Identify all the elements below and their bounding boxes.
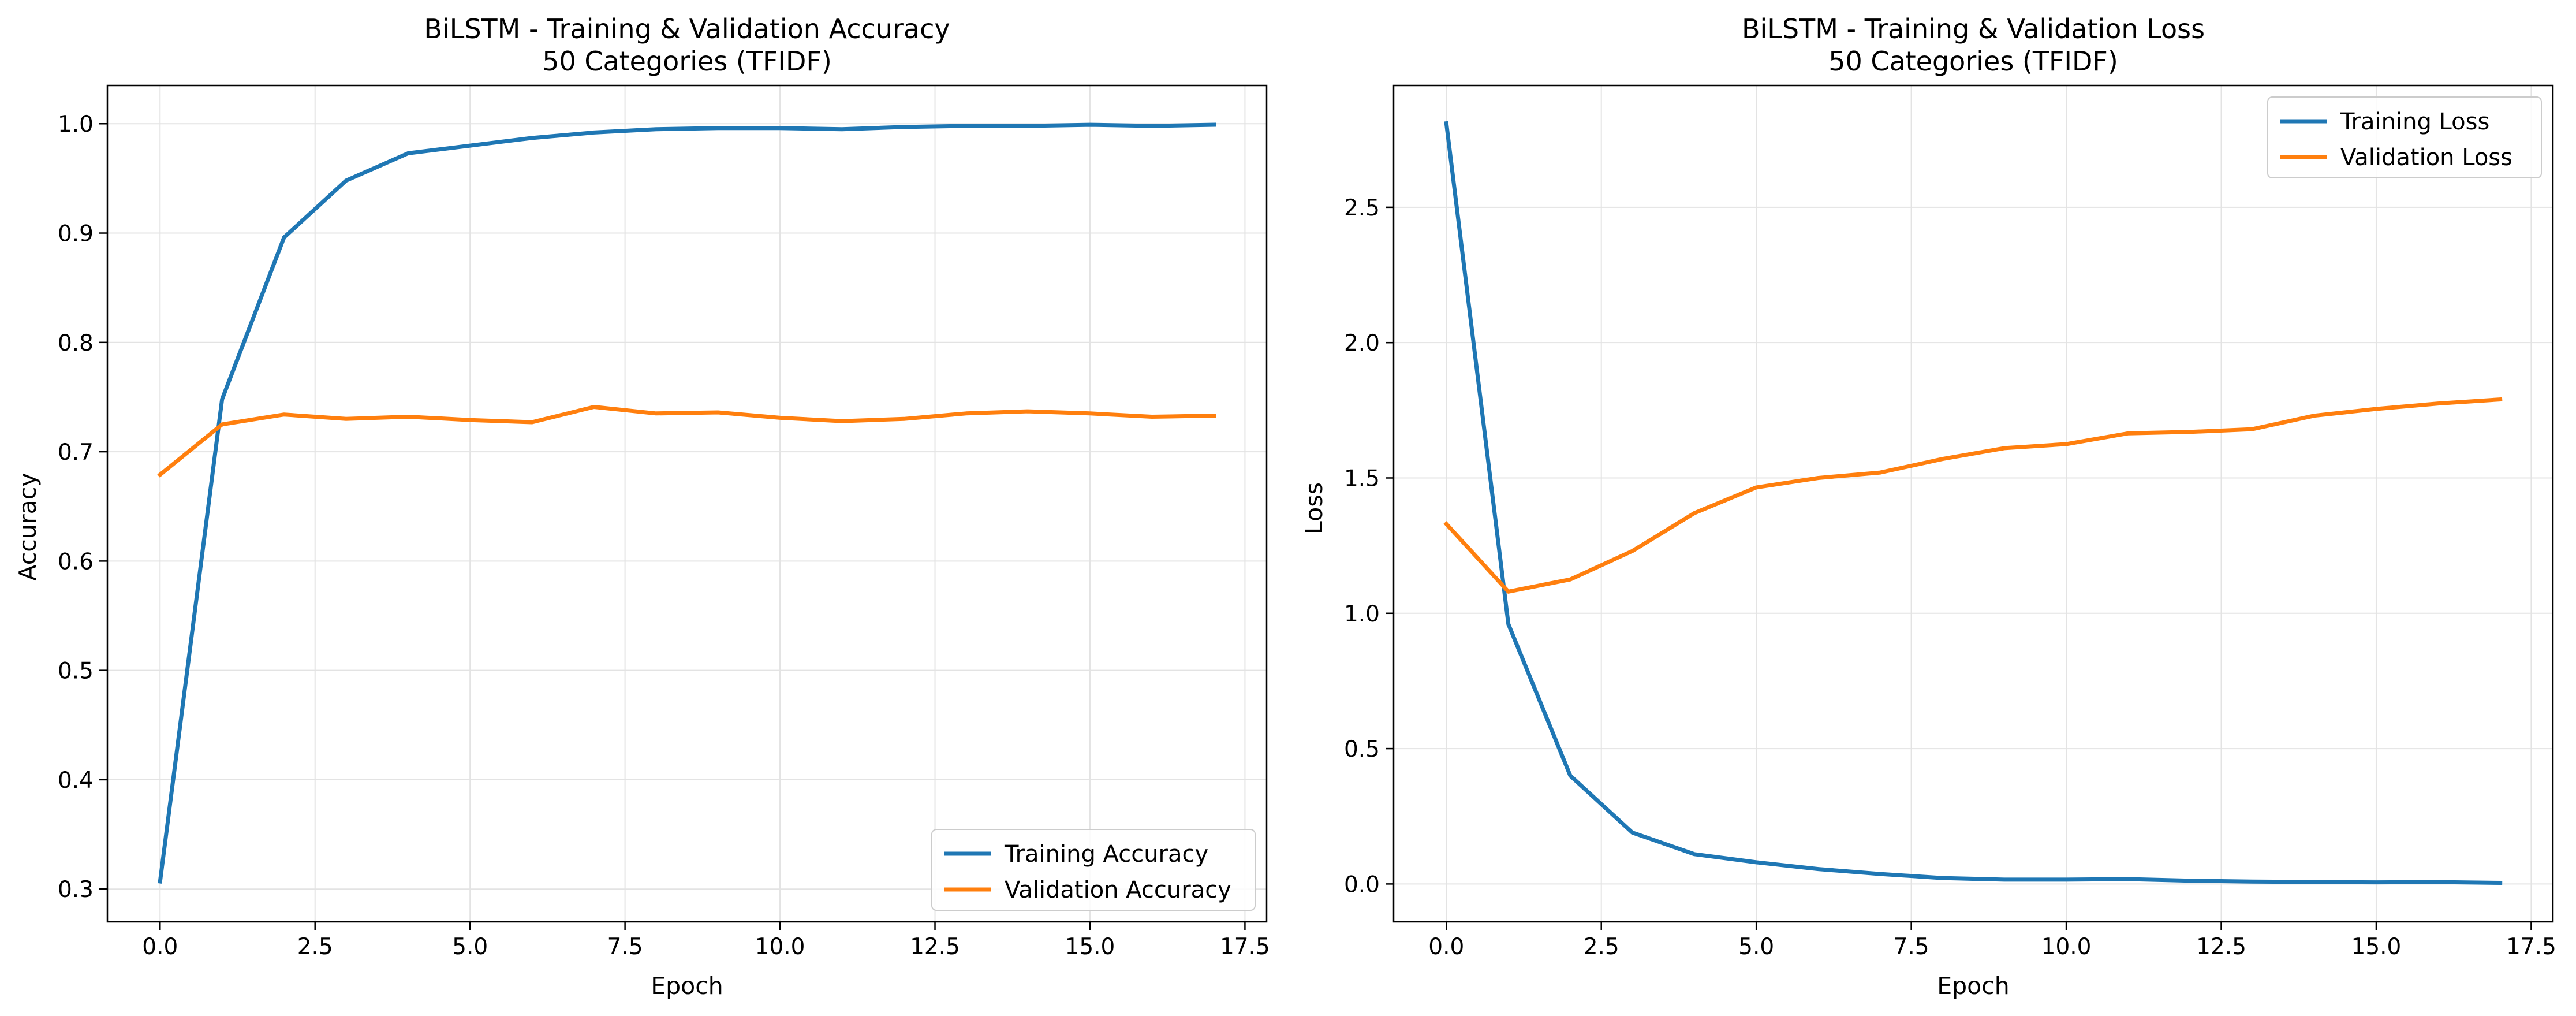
x-axis-label: Epoch [1937, 972, 2010, 1000]
plot-frame [1392, 84, 2554, 923]
x-tick-label: 17.5 [1220, 934, 1270, 960]
y-tick-label: 0.5 [58, 658, 94, 684]
y-axis-label: Accuracy [14, 472, 42, 580]
legend-label: Validation Loss [2340, 144, 2512, 171]
chart-subtitle: 50 Categories (TFIDF) [542, 46, 832, 77]
y-tick-label: 0.5 [1344, 736, 1380, 762]
x-axis-label: Epoch [651, 972, 723, 1000]
chart-title: BiLSTM - Training & Validation Accuracy [424, 13, 950, 44]
accuracy-chart: BiLSTM - Training & Validation Accuracy … [14, 13, 1270, 1000]
y-tick-label: 0.6 [58, 549, 94, 575]
y-tick-label: 0.7 [58, 440, 94, 466]
y-tick-label: 1.0 [58, 111, 94, 137]
y-tick-label: 0.8 [58, 330, 94, 356]
loss-chart: BiLSTM - Training & Validation Loss 50 C… [1300, 13, 2556, 1000]
series-line [1444, 121, 2503, 885]
chart-subtitle: 50 Categories (TFIDF) [1828, 46, 2118, 77]
legend-box [931, 829, 1256, 911]
x-tick-label: 7.5 [607, 934, 643, 960]
series-line [158, 122, 1216, 884]
legend-box [2267, 96, 2542, 178]
y-tick-label: 2.0 [1344, 330, 1380, 356]
legend-label: Training Loss [2340, 109, 2489, 135]
x-tick-label: 10.0 [2041, 934, 2092, 960]
x-tick-label: 5.0 [452, 934, 488, 960]
x-tick-label: 10.0 [755, 934, 805, 960]
x-tick-label: 15.0 [1065, 934, 1115, 960]
chart-title: BiLSTM - Training & Validation Loss [1742, 13, 2205, 44]
x-tick-label: 5.0 [1738, 934, 1774, 960]
series-line [157, 405, 1216, 478]
x-tick-label: 7.5 [1894, 934, 1929, 960]
y-tick-label: 1.5 [1344, 466, 1380, 492]
plot-frame [106, 84, 1268, 923]
x-tick-label: 2.5 [1584, 934, 1619, 960]
x-tick-label: 12.5 [2196, 934, 2246, 960]
y-tick-label: 0.4 [58, 768, 94, 794]
series-line [1443, 397, 2503, 594]
y-tick-label: 1.0 [1344, 601, 1380, 627]
x-tick-label: 12.5 [910, 934, 960, 960]
y-tick-label: 0.3 [58, 877, 94, 903]
y-tick-label: 2.5 [1344, 195, 1380, 221]
y-axis-label: Loss [1300, 482, 1328, 534]
y-tick-label: 0.0 [1344, 872, 1380, 898]
y-tick-label: 0.9 [58, 221, 94, 247]
x-tick-label: 0.0 [142, 934, 178, 960]
x-tick-label: 0.0 [1428, 934, 1464, 960]
x-tick-label: 15.0 [2351, 934, 2402, 960]
x-tick-label: 17.5 [2506, 934, 2556, 960]
legend-label: Validation Accuracy [1005, 877, 1231, 903]
legend-label: Training Accuracy [1004, 841, 1208, 868]
x-tick-label: 2.5 [297, 934, 333, 960]
